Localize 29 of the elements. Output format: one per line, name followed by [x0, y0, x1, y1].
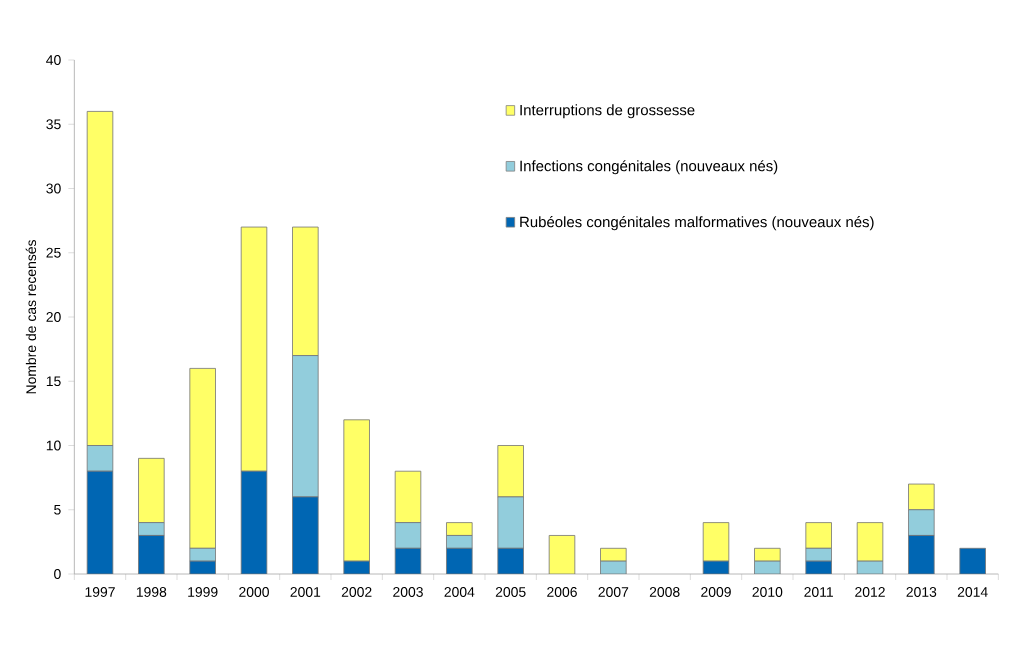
bar — [548, 535, 576, 574]
bar — [86, 111, 114, 446]
bar — [446, 535, 473, 549]
bar — [240, 470, 268, 574]
bar — [497, 548, 524, 574]
bar — [189, 368, 216, 549]
bar — [908, 535, 935, 574]
bar — [292, 355, 319, 498]
bar — [856, 522, 884, 562]
bar — [138, 522, 165, 536]
bar — [86, 470, 114, 574]
bar — [394, 522, 422, 549]
bar — [959, 547, 986, 574]
bar — [240, 226, 268, 472]
bar — [908, 509, 935, 536]
bar — [394, 470, 422, 523]
bar — [138, 457, 165, 523]
bar — [908, 483, 935, 511]
bar — [343, 419, 370, 562]
bar — [138, 535, 165, 574]
bar — [805, 522, 832, 549]
bar — [86, 445, 114, 472]
bar — [497, 445, 524, 498]
bar — [292, 226, 319, 356]
bar — [292, 496, 319, 574]
bar — [446, 548, 473, 574]
bar — [497, 496, 524, 549]
bar — [702, 522, 730, 562]
bar — [446, 522, 473, 536]
